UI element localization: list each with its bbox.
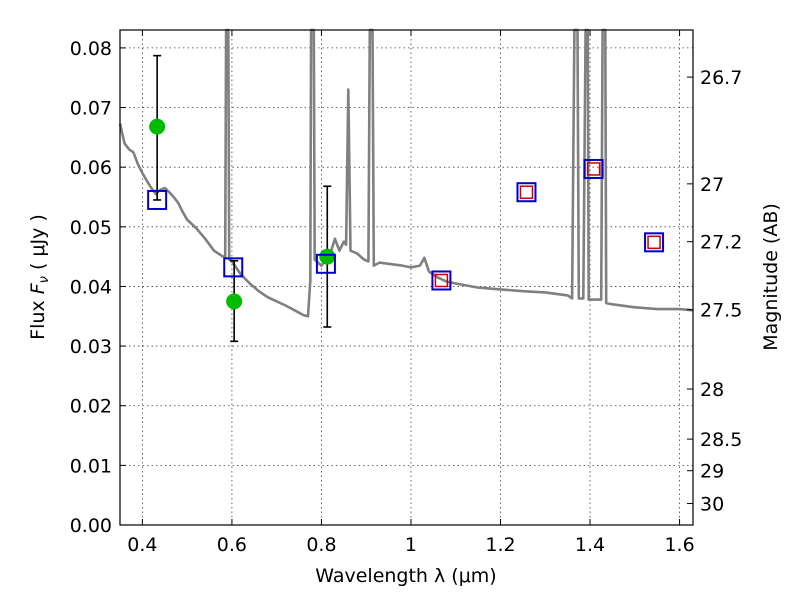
observed-flux-point [226, 293, 243, 310]
y-tick-label: 0.08 [70, 38, 112, 60]
synthetic-flux-square [434, 273, 449, 288]
observed-flux-point [149, 118, 166, 135]
x-tick-label: 1 [405, 534, 417, 556]
model-flux-square [223, 257, 244, 278]
y-axis-label: Flux Fν ( μJy ) [27, 214, 52, 340]
y-axis-label-prefix: Flux [27, 294, 49, 340]
axis-ticks: 0.4 0.6 0.8 1 1.2 1.4 1.6 0.00 0.01 0.02 0.03 0.04 0… [70, 30, 742, 556]
plot-area [118, 28, 694, 343]
y-tick-label: 0.04 [70, 276, 112, 298]
y2-tick-label: 28 [700, 379, 724, 401]
model-flux-square [315, 253, 336, 274]
x-tick-label: 0.8 [306, 534, 336, 556]
y2-tick-label: 30 [700, 494, 724, 516]
model-flux-square [516, 182, 537, 203]
model-flux-square [147, 189, 168, 210]
y2-tick-label: 26.7 [700, 67, 742, 89]
model-flux-square [431, 270, 452, 291]
y-axis-label-unit: ( μJy ) [27, 214, 49, 276]
y-tick-label: 0.07 [70, 98, 112, 120]
y-axis-label-symbol: F [27, 282, 49, 294]
synthetic-flux-square [519, 185, 534, 199]
y-tick-label: 0.00 [70, 515, 112, 537]
y-tick-label: 0.05 [70, 217, 112, 239]
y-axis-label-subscript: ν [37, 276, 52, 283]
y2-tick-label: 27.2 [700, 232, 742, 254]
y-tick-label: 0.02 [70, 396, 112, 418]
y2-tick-label: 27 [700, 174, 724, 196]
synthetic-flux-square [586, 162, 601, 176]
grid-lines [120, 30, 693, 526]
x-tick-label: 0.4 [127, 534, 157, 556]
sed-model-line [118, 28, 694, 318]
y2-axis-label: Magnitude (AB) [760, 203, 782, 351]
model-flux-square [644, 232, 665, 253]
model-flux-square [583, 158, 604, 179]
observed-flux-point [319, 248, 336, 265]
axis-labels: Wavelength λ (μm) Flux Fν ( μJy ) Magnit… [27, 203, 782, 587]
plot-frame [119, 29, 694, 526]
y-tick-label: 0.06 [70, 157, 112, 179]
y-tick-label: 0.01 [70, 455, 112, 477]
x-tick-label: 1.6 [664, 534, 694, 556]
x-axis-label: Wavelength λ (μm) [315, 565, 496, 587]
x-tick-label: 0.6 [217, 534, 247, 556]
x-tick-label: 1.4 [575, 534, 605, 556]
y-tick-label: 0.03 [70, 336, 112, 358]
x-tick-label: 1.2 [485, 534, 515, 556]
synthetic-flux-square [647, 235, 661, 250]
y2-tick-label: 28.5 [700, 429, 742, 451]
y2-tick-label: 27.5 [700, 300, 742, 322]
y2-tick-label: 29 [700, 461, 724, 483]
